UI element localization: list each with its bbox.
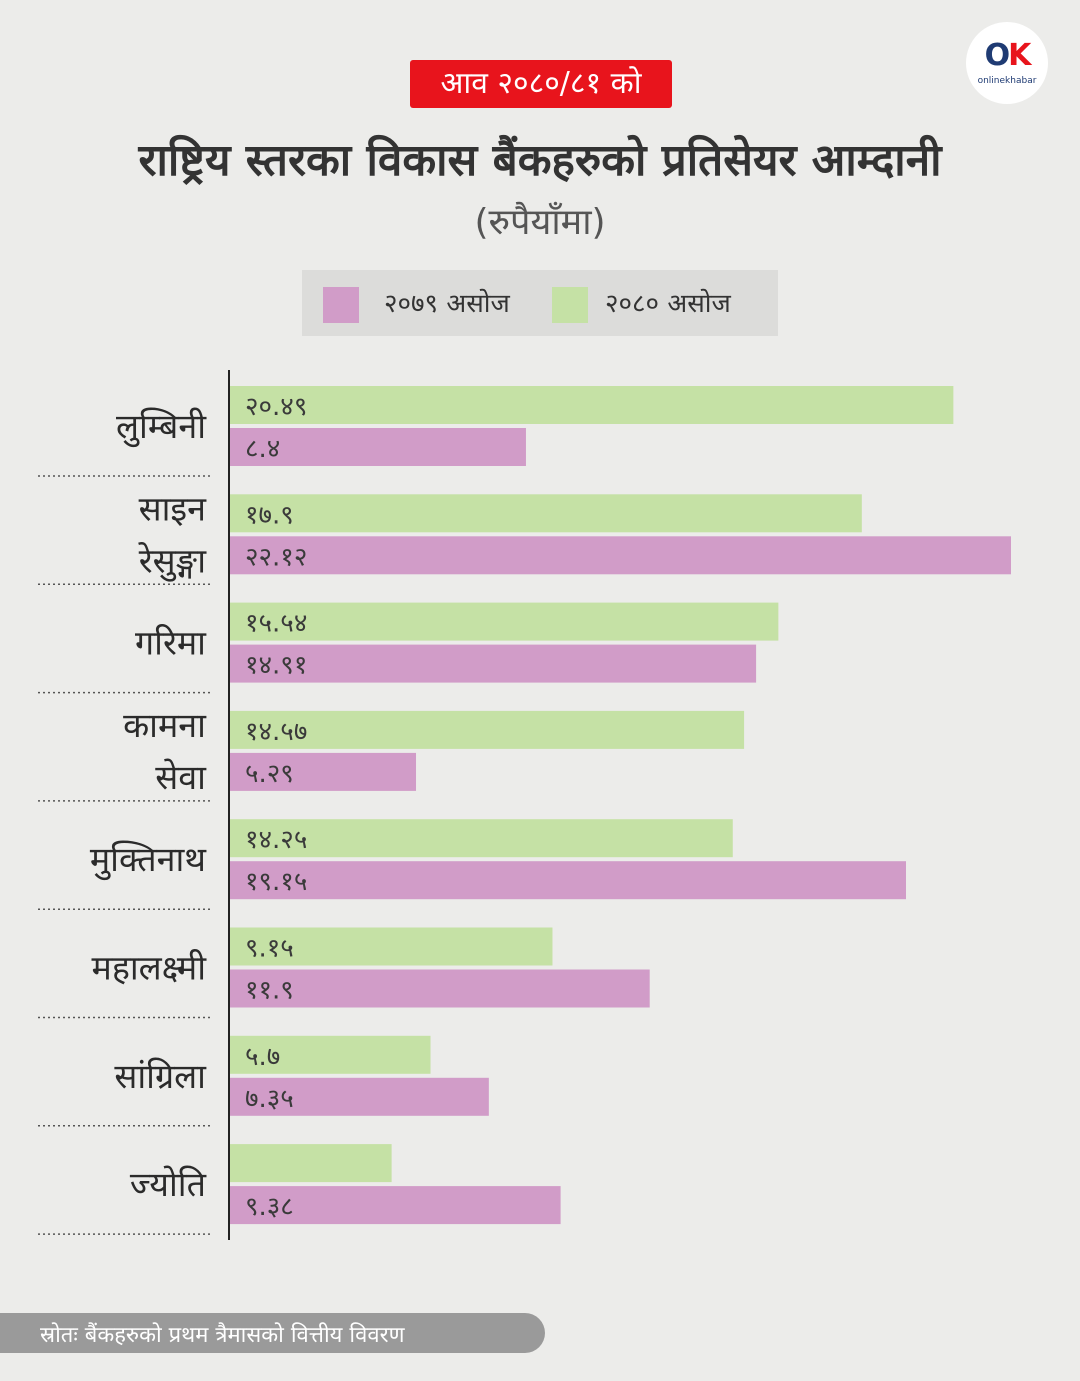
bar-label-2079-1: २२.१२ xyxy=(245,542,307,572)
bar-label-2079-2: १४.९१ xyxy=(245,651,307,681)
legend-label-2080: २०८० असोज xyxy=(605,289,731,319)
bar-label-2079-5: ११.९ xyxy=(245,976,294,1006)
bar-2080-5 xyxy=(229,927,553,966)
bar-2079-7 xyxy=(229,1186,561,1225)
bar-label-2080-5: ९.१५ xyxy=(245,934,294,964)
bar-label-2079-4: १९.१५ xyxy=(245,867,307,897)
bar-label-2080-3: १४.५७ xyxy=(245,717,307,747)
bar-2079-0 xyxy=(229,428,526,466)
bar-2080-1 xyxy=(229,494,862,533)
logo-mark: OK xyxy=(984,38,1032,73)
legend-label-2079: २०७९ असोज xyxy=(384,289,510,319)
bar-label-2079-6: ७.३५ xyxy=(245,1084,294,1114)
bar-2080-3 xyxy=(229,710,745,749)
category-label-1-line-1: रेसुङ्गा xyxy=(137,541,207,582)
bar-2080-4 xyxy=(229,819,733,858)
chart-subtitle: (रुपैयाँमा) xyxy=(474,202,606,243)
chart-legend: २०७९ असोज २०८० असोज xyxy=(302,270,778,336)
bar-label-2079-7: ९.३८ xyxy=(245,1192,294,1222)
bar-2079-3 xyxy=(229,752,417,791)
bar-2080-7 xyxy=(229,1144,392,1183)
legend-swatch-2080 xyxy=(552,287,588,323)
bar-label-2079-0: ८.४ xyxy=(245,434,280,464)
year-badge: आव २०८०/८१ को xyxy=(410,60,672,108)
bar-2079-1 xyxy=(229,536,1011,575)
bar-2079-2 xyxy=(229,644,757,683)
bar-label-2080-0: २०.४९ xyxy=(245,392,307,422)
category-label-1-line-0: साइन xyxy=(139,489,207,529)
logo-text: onlinekhabar xyxy=(977,76,1037,86)
source-footer: स्रोतः बैंकहरुको प्रथम त्रैमासको वित्तीय… xyxy=(0,1313,545,1353)
source-text: स्रोतः बैंकहरुको प्रथम त्रैमासको वित्तीय… xyxy=(40,1323,405,1348)
category-label-4: मुक्तिनाथ xyxy=(90,840,207,881)
bar-label-2080-2: १५.५४ xyxy=(245,609,307,639)
category-label-7: ज्योति xyxy=(130,1165,207,1205)
bar-label-2079-3: ५.२९ xyxy=(245,759,294,789)
legend-swatch-2079 xyxy=(323,287,359,323)
chart-title: राष्ट्रिय स्तरका विकास बैंकहरुको प्रतिसे… xyxy=(138,135,942,186)
category-label-6: सांग्रिला xyxy=(114,1057,207,1097)
bar-2079-6 xyxy=(229,1077,489,1116)
bar-2080-2 xyxy=(229,602,779,641)
category-label-3-line-1: सेवा xyxy=(155,758,207,798)
onlinekhabar-logo: OK onlinekhabar xyxy=(966,22,1048,104)
bar-2080-6 xyxy=(229,1035,431,1074)
bar-2080-0 xyxy=(229,386,954,424)
bar-2079-4 xyxy=(229,861,907,900)
bar-label-2080-6: ५.७ xyxy=(245,1042,280,1072)
bar-label-2080-1: १७.९ xyxy=(245,500,294,530)
category-label-3-line-0: कामना xyxy=(123,706,207,746)
category-label-5: महालक्ष्मी xyxy=(91,949,207,989)
category-label-0: लुम्बिनी xyxy=(116,407,207,448)
category-label-2: गरिमा xyxy=(135,624,207,664)
bar-2079-5 xyxy=(229,969,650,1008)
bar-label-2080-4: १४.२५ xyxy=(245,825,307,855)
